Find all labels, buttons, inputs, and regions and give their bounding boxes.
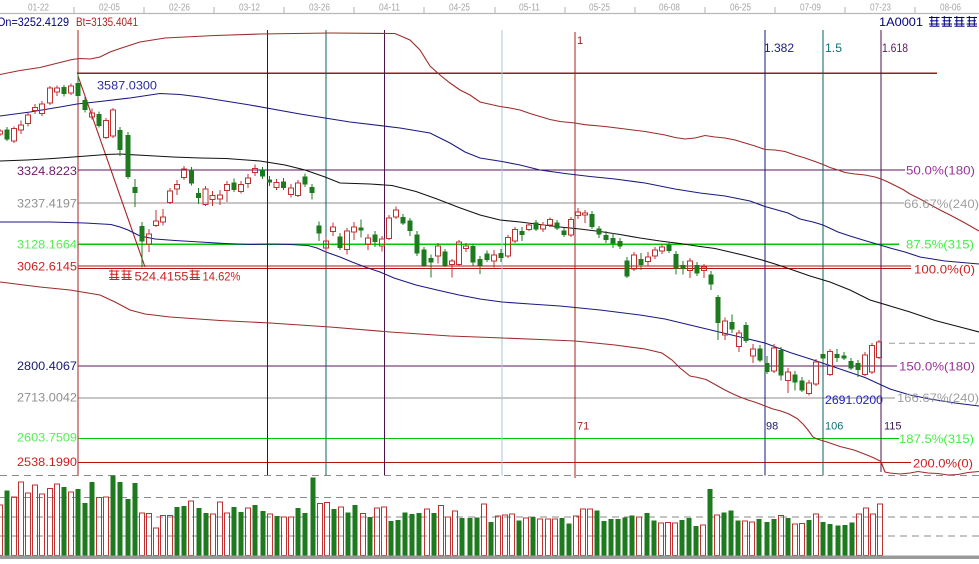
svg-text:524.4155: 524.4155	[135, 270, 189, 284]
svg-text:200.0%(0): 200.0%(0)	[913, 457, 973, 471]
svg-text:01-22: 01-22	[28, 3, 49, 14]
svg-text:04-25: 04-25	[449, 3, 470, 14]
svg-text:06-25: 06-25	[730, 3, 751, 14]
svg-text:71: 71	[577, 421, 589, 433]
svg-text:1.618: 1.618	[882, 43, 908, 55]
svg-text:3587.0300: 3587.0300	[97, 79, 157, 93]
svg-text:2691.0200: 2691.0200	[825, 393, 883, 407]
svg-text:07-23: 07-23	[870, 3, 891, 14]
svg-text:08-06: 08-06	[940, 3, 961, 14]
svg-text:14.62%: 14.62%	[203, 270, 241, 284]
svg-text:100.0%(0): 100.0%(0)	[914, 263, 975, 277]
svg-text:04-11: 04-11	[379, 3, 400, 14]
svg-text:3237.4197: 3237.4197	[17, 197, 77, 211]
svg-text:02-26: 02-26	[169, 3, 190, 14]
svg-text:2538.1990: 2538.1990	[17, 455, 77, 469]
svg-text:3062.6145: 3062.6145	[17, 260, 77, 274]
svg-text:03-12: 03-12	[239, 3, 260, 14]
svg-text:02-05: 02-05	[99, 3, 120, 14]
svg-text:1: 1	[577, 35, 583, 47]
svg-text:03-26: 03-26	[309, 3, 330, 14]
svg-text:3324.8223: 3324.8223	[17, 164, 77, 178]
svg-text:98: 98	[766, 421, 778, 433]
svg-text:50.0%(180): 50.0%(180)	[906, 164, 975, 178]
svg-text:Bt=3135.4041: Bt=3135.4041	[76, 15, 138, 29]
svg-text:2713.0042: 2713.0042	[17, 391, 77, 405]
svg-text:06-08: 06-08	[659, 3, 680, 14]
svg-text:1.5: 1.5	[825, 43, 842, 55]
svg-text:07-09: 07-09	[800, 3, 821, 14]
svg-text:1.382: 1.382	[764, 43, 794, 55]
svg-text:On=3252.4129: On=3252.4129	[0, 15, 69, 29]
svg-text:2603.7509: 2603.7509	[17, 431, 77, 445]
svg-text:87.5%(315): 87.5%(315)	[906, 237, 974, 251]
svg-text:115: 115	[884, 421, 902, 433]
svg-text:3128.1664: 3128.1664	[17, 237, 77, 251]
svg-text:106: 106	[825, 421, 843, 433]
svg-text:1A0001: 1A0001	[879, 15, 923, 29]
svg-text:05-25: 05-25	[589, 3, 610, 14]
svg-text:166.67%(240): 166.67%(240)	[897, 391, 979, 405]
svg-text:66.67%(240): 66.67%(240)	[904, 197, 979, 211]
svg-text:187.5%(315): 187.5%(315)	[899, 432, 974, 446]
svg-text:05-11: 05-11	[519, 3, 540, 14]
svg-text:150.0%(180): 150.0%(180)	[899, 360, 975, 374]
svg-text:2800.4067: 2800.4067	[17, 359, 77, 373]
